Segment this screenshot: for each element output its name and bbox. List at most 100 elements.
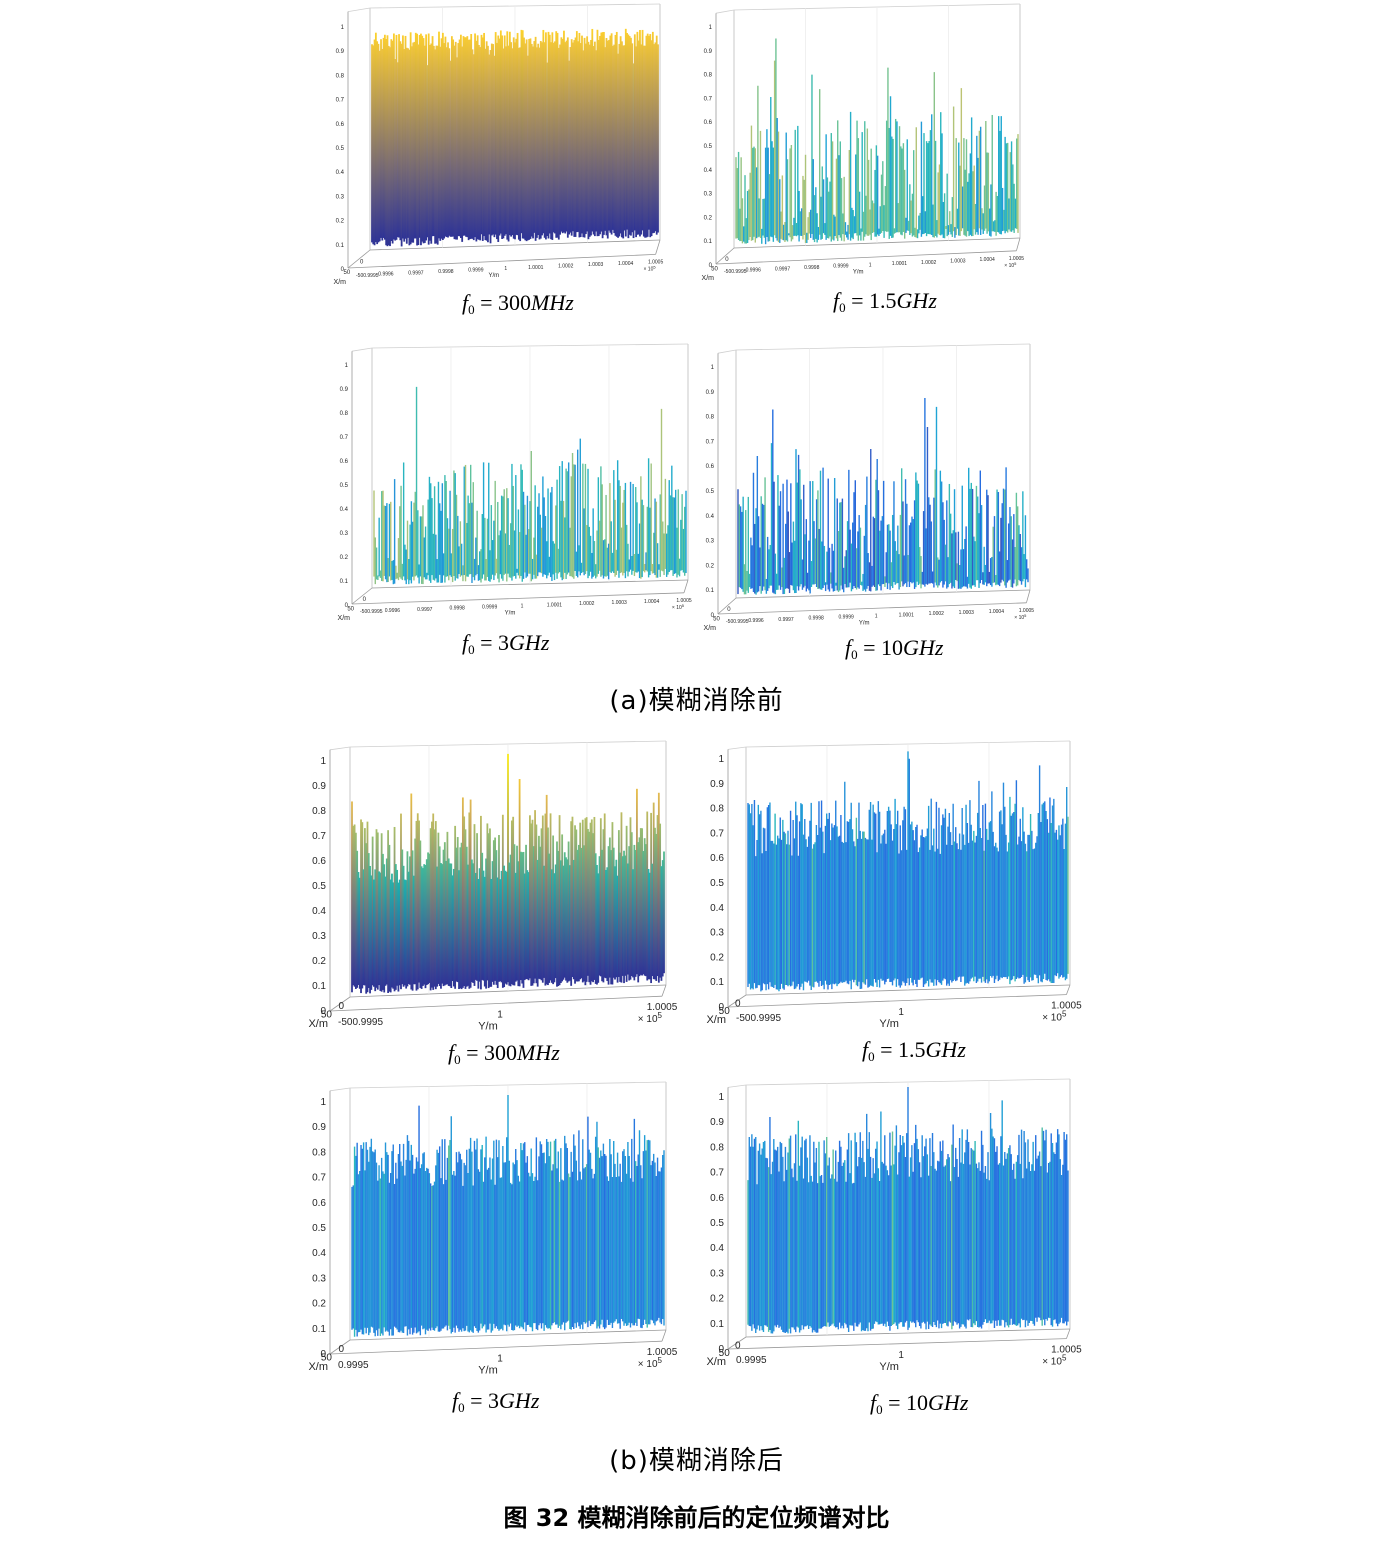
surface-column — [473, 824, 476, 986]
surface-column — [636, 31, 639, 235]
surface-column — [648, 35, 650, 230]
freq-equals: = — [474, 630, 499, 655]
surface-column — [521, 852, 524, 984]
surface-column — [484, 48, 487, 241]
y-tick-label: 1 — [497, 1010, 503, 1021]
surface-column — [383, 34, 386, 240]
y-tick-label: 0.9997 — [775, 266, 791, 272]
y-tick-label: 0.9999 — [833, 264, 849, 270]
z-tick-label: 0.3 — [340, 531, 349, 537]
surface-column — [421, 35, 424, 242]
z-tick-label: 0.4 — [706, 514, 715, 520]
y-tick-label: 0.9998 — [804, 265, 820, 271]
surface-column — [505, 871, 508, 985]
z-tick-label: 0.5 — [704, 144, 713, 150]
surface-column — [417, 44, 420, 246]
y-tick-label: -500.9995 — [338, 1017, 383, 1028]
surface-column — [397, 882, 400, 992]
x-axis-label: X/m — [706, 1356, 726, 1368]
surface-column — [625, 825, 628, 982]
surface-column — [479, 47, 482, 241]
y-tick-label: 1.0003 — [959, 610, 975, 616]
surface-column — [450, 36, 453, 237]
surface-column — [382, 853, 384, 990]
y-tick-label: 0.9996 — [746, 268, 762, 274]
surface-column — [619, 36, 622, 234]
y-ticks: -500.9995 0.9996 0.9997 0.9998 0.9999 1 1.0001… — [724, 256, 1024, 275]
surface-column — [576, 849, 579, 982]
z-tick-label: 0.8 — [340, 411, 349, 417]
surface-column — [377, 43, 380, 243]
z-tick-label: 0.1 — [706, 588, 715, 594]
x-tick-label: 0 — [363, 597, 367, 603]
surface-column — [596, 29, 599, 237]
surface-column — [461, 46, 464, 242]
x-tick-label: 0 — [735, 1341, 741, 1352]
surface-column — [530, 823, 533, 986]
surface-column — [538, 835, 540, 979]
freq-subscript: 0 — [876, 1402, 883, 1417]
z-tick-label: 0.8 — [706, 415, 715, 421]
surface-column — [508, 862, 511, 986]
surface-column — [459, 847, 462, 989]
surface-column — [639, 30, 641, 237]
y-tick-label: 1 — [875, 613, 878, 619]
surface-column — [504, 870, 507, 984]
surface-column — [526, 55, 529, 241]
surface-column — [579, 822, 582, 980]
y-tick-label: 1.0003 — [588, 262, 604, 268]
surface-column — [441, 864, 444, 984]
surface-svg: 00.10.20.30.40.50.60.70.80.91500X/m-500.… — [334, 3, 663, 286]
x-tick-label: 0 — [735, 999, 741, 1010]
surface-column — [575, 31, 578, 233]
surface-column — [467, 864, 469, 986]
surface-column — [454, 41, 457, 240]
z-tick-label: 0.1 — [312, 1324, 326, 1335]
z-tick-label: 0.9 — [710, 1117, 724, 1128]
surface-column — [418, 35, 421, 238]
x-ticks: 500 — [344, 259, 365, 276]
surface-plot-a-1.5ghz: 0 0.1 0.2 0.3 0.4 0.5 0.6 0.7 0.8 0.9 1 50 0 X/m -500.… — [700, 0, 1050, 290]
surface-column — [436, 866, 438, 987]
z-tick-label: 0.6 — [336, 122, 345, 128]
surface-column — [612, 847, 615, 978]
z-ticks: 0 0.1 0.2 0.3 0.4 0.5 0.6 0.7 0.8 0.9 1 — [710, 754, 724, 1013]
surface-column — [465, 37, 467, 237]
surface-column — [478, 44, 480, 240]
surface-column — [572, 859, 575, 980]
y-exponent-label: × 105 — [1014, 613, 1027, 621]
surface-column — [379, 872, 382, 991]
z-tick-label: 1 — [341, 25, 345, 31]
surface-column — [372, 45, 375, 245]
x-tick-label: 50 — [321, 1353, 333, 1364]
surface-column — [429, 44, 431, 241]
surface-column — [536, 859, 539, 987]
surface-column — [569, 47, 572, 233]
surface-column — [617, 53, 619, 238]
surface-column — [553, 873, 556, 983]
y-exponent-label: × 105 — [1042, 1354, 1067, 1368]
surface-svg: 00.10.20.30.40.50.60.70.80.91500X/m-500.… — [706, 740, 1082, 1030]
surface-column — [494, 32, 497, 235]
z-tick-label: 0.9 — [340, 387, 349, 393]
surface-column — [378, 871, 380, 986]
surface-column — [440, 38, 443, 239]
surface-column — [532, 846, 535, 984]
surface-column — [434, 821, 437, 990]
x-tick-label: 0 — [338, 1001, 344, 1012]
surface-column — [467, 39, 470, 241]
surface-svg: 00.10.20.30.40.50.60.70.80.91500X/m-500.… — [338, 343, 692, 622]
surface-column — [367, 853, 370, 988]
surface-column — [507, 45, 510, 242]
surface-column — [446, 831, 449, 985]
surface-column — [480, 815, 482, 990]
surface-series — [371, 28, 659, 247]
surface-column — [374, 869, 377, 992]
x-tick-label: 50 — [719, 1348, 731, 1359]
z-tick-label: 0.2 — [710, 1294, 724, 1305]
y-tick-label: 1 — [497, 1354, 503, 1365]
z-tick-label: 0.6 — [312, 1198, 326, 1209]
surface-series — [735, 38, 1019, 245]
z-tick-label: 0.5 — [706, 489, 715, 495]
surface-column — [529, 38, 532, 239]
